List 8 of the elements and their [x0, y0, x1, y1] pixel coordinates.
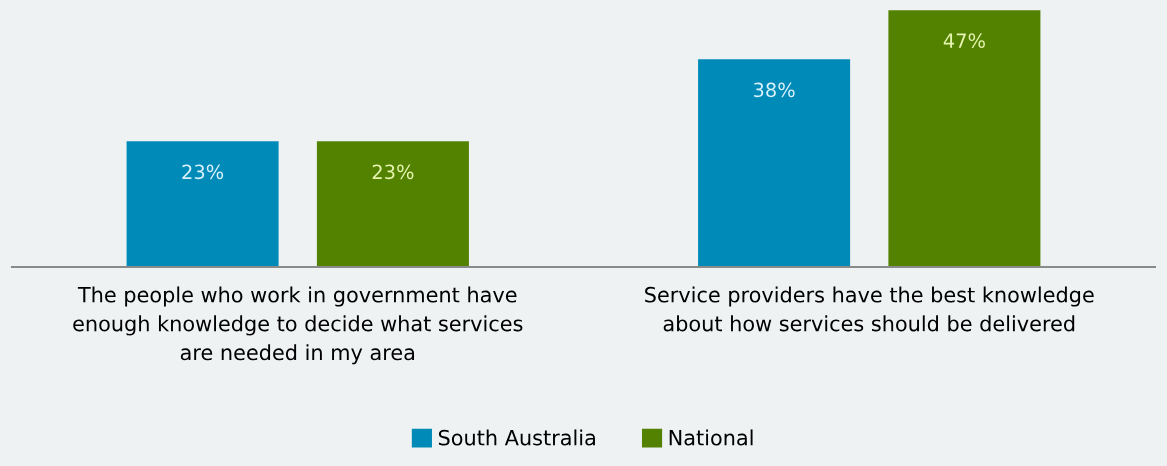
- x-tick-label: The people who work in government have enough knowledge to decide what services are needed in my area: [73, 286, 523, 365]
- legend-label: National: [669, 429, 753, 446]
- data-label: 47%: [943, 33, 985, 49]
- legend-label: South Australia: [438, 429, 595, 446]
- data-label: 38%: [753, 82, 795, 98]
- data-label: 23%: [182, 164, 224, 180]
- data-label: 23%: [372, 164, 414, 180]
- x-tick-label: Service providers have the best knowledge about how services should be delivered: [645, 286, 1094, 332]
